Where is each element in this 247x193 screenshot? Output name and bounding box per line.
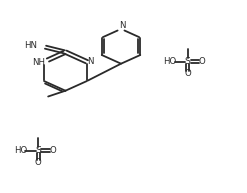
Text: N: N (87, 57, 94, 66)
Text: O: O (49, 146, 56, 155)
Text: NH: NH (32, 58, 45, 67)
Text: HO: HO (14, 146, 27, 155)
Text: O: O (199, 57, 206, 66)
Text: HN: HN (24, 41, 38, 50)
Text: HO: HO (163, 57, 177, 66)
Text: N: N (119, 21, 125, 30)
Text: O: O (35, 158, 42, 167)
Text: O: O (184, 69, 191, 78)
Text: S: S (35, 146, 41, 155)
Text: S: S (185, 57, 191, 66)
